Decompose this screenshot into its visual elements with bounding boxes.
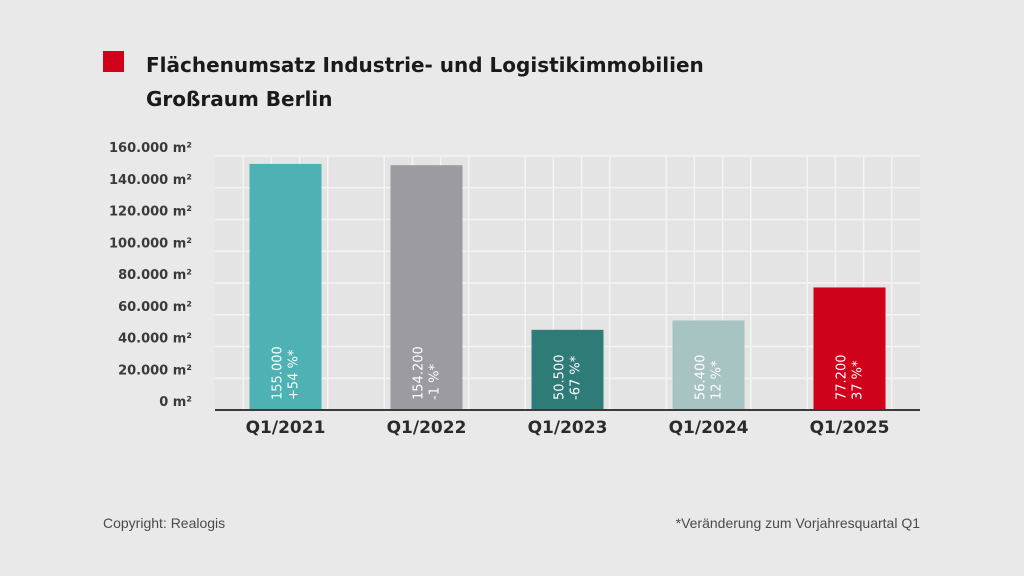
- bar: [813, 287, 886, 410]
- bar-value-label: 50.500: [553, 355, 568, 401]
- x-tick-label: Q1/2022: [387, 418, 467, 438]
- bar-change-label: -1 %*: [428, 364, 443, 400]
- bar-value-label: 155.000: [271, 346, 286, 400]
- title-marker: [103, 51, 124, 72]
- chart-subtitle: Großraum Berlin: [146, 87, 333, 111]
- y-tick-label: 60.000 m²: [118, 300, 192, 315]
- bar: [672, 320, 745, 410]
- x-tick-label: Q1/2023: [528, 418, 608, 438]
- y-tick-label: 80.000 m²: [118, 268, 192, 283]
- y-tick-label: 100.000 m²: [109, 236, 192, 251]
- bar-value-label: 154.200: [412, 346, 427, 400]
- y-tick-label: 140.000 m²: [109, 173, 192, 188]
- chart-title-block: Flächenumsatz Industrie- und Logistikimm…: [146, 48, 704, 116]
- x-tick-label: Q1/2024: [669, 418, 749, 438]
- bar-change-label: -67 %*: [569, 355, 584, 400]
- chart-title: Flächenumsatz Industrie- und Logistikimm…: [146, 53, 704, 77]
- bar: [390, 165, 463, 410]
- x-tick-label: Q1/2021: [246, 418, 326, 438]
- y-tick-label: 0 m²: [159, 395, 192, 410]
- footnote-text: *Veränderung zum Vorjahresquartal Q1: [675, 515, 920, 531]
- y-tick-label: 160.000 m²: [109, 141, 192, 156]
- bar-change-label: +54 %*: [287, 349, 302, 400]
- bar-chart: 0 m² 20.000 m² 40.000 m² 60.000 m² 80.000 m²…: [109, 141, 920, 438]
- bar-value-label: 56.400: [694, 355, 709, 401]
- y-tick-label: 120.000 m²: [109, 205, 192, 220]
- y-tick-label: 20.000 m²: [118, 363, 192, 378]
- bar-value-label: 77.200: [835, 355, 850, 401]
- bar: [249, 163, 322, 410]
- bar-change-label: 37 %*: [851, 360, 866, 400]
- bar-change-label: 12 %*: [710, 360, 725, 400]
- copyright-text: Copyright: Realogis: [103, 515, 226, 531]
- y-tick-label: 40.000 m²: [118, 332, 192, 347]
- bar: [531, 329, 604, 410]
- x-tick-label: Q1/2025: [810, 418, 890, 438]
